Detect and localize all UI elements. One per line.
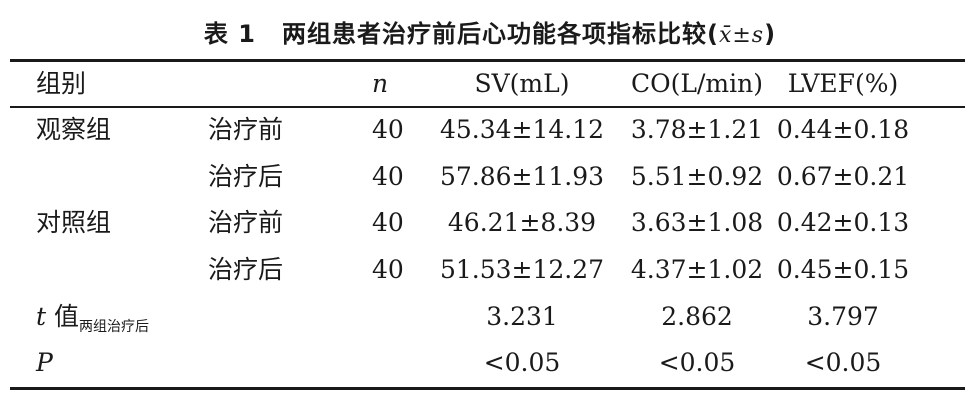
header-group: 组别	[36, 69, 87, 98]
stat-open: (	[706, 20, 719, 48]
row-co: 3.63±1.08	[630, 208, 764, 237]
header-rule	[10, 106, 965, 108]
p-sv: <0.05	[483, 348, 561, 377]
row-sv: 57.86±11.93	[439, 162, 605, 191]
row-treatment: 治疗前	[208, 208, 284, 237]
row-sv: 46.21±8.39	[447, 208, 597, 237]
p-label: P	[36, 348, 53, 377]
bottom-rule	[10, 387, 965, 390]
row-treatment: 治疗前	[208, 115, 284, 144]
row-co: 4.37±1.02	[630, 255, 764, 284]
row-sv: 45.34±14.12	[439, 115, 605, 144]
t-sv: 3.231	[486, 302, 558, 331]
p-co: <0.05	[658, 348, 736, 377]
t-subscript: 两组治疗后	[79, 319, 149, 335]
p-lvef: <0.05	[804, 348, 882, 377]
row-treatment: 治疗后	[208, 255, 284, 284]
row-lvef: 0.44±0.18	[776, 115, 910, 144]
table-number: 表 1	[203, 20, 256, 48]
row-sv: 51.53±12.27	[439, 255, 605, 284]
row-group: 观察组	[36, 115, 112, 144]
row-lvef: 0.67±0.21	[776, 162, 910, 191]
table-caption: 两组患者治疗前后心功能各项指标比较	[281, 20, 707, 48]
header-co: CO(L/min)	[631, 69, 763, 98]
row-lvef: 0.42±0.13	[776, 208, 910, 237]
t-symbol: t	[36, 302, 47, 331]
header-lvef: LVEF(%)	[787, 69, 899, 98]
t-co: 2.862	[661, 302, 733, 331]
row-lvef: 0.45±0.15	[776, 255, 910, 284]
row-co: 5.51±0.92	[630, 162, 764, 191]
t-value-label: t 值两组治疗后	[36, 302, 149, 342]
top-rule	[10, 59, 965, 62]
stat-close: )	[764, 20, 777, 48]
t-word: 值	[46, 302, 79, 331]
header-sv: SV(mL)	[474, 69, 570, 98]
table-title: 表 1 两组患者治疗前后心功能各项指标比较(x̄±s)	[0, 14, 980, 49]
row-group: 对照组	[36, 208, 112, 237]
t-lvef: 3.797	[807, 302, 879, 331]
stat-notation: x̄±s	[718, 23, 765, 48]
row-co: 3.78±1.21	[630, 115, 764, 144]
row-treatment: 治疗后	[208, 162, 284, 191]
